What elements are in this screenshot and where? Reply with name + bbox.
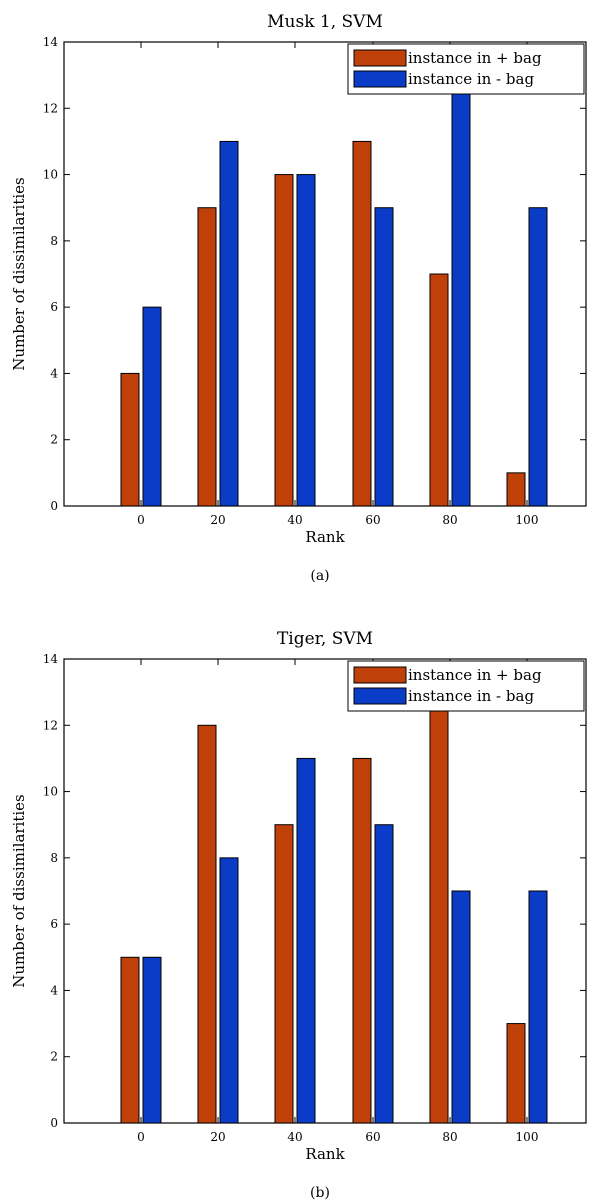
y-tick-label: 12: [43, 101, 58, 115]
y-tick-label: 2: [50, 433, 58, 447]
bar-negative-0: [142, 306, 162, 507]
bar-negative-100: [528, 890, 548, 1124]
legend-label-1: instance in - bag: [408, 70, 534, 88]
bar-positive-40: [274, 824, 294, 1124]
y-axis-label: Number of dissimilarities: [10, 177, 28, 371]
y-axis-label: Number of dissimilarities: [10, 794, 28, 988]
bar-negative-100: [528, 207, 548, 507]
bar-positive-0: [120, 956, 140, 1124]
plot-frame: [63, 658, 587, 1124]
bar-positive-60: [352, 140, 372, 507]
chart-panel-0: Musk 1, SVM 0 2 4 6 8 10 12 14 0 20 40 60 80 100 Rank Nu…: [10, 12, 587, 584]
bar-negative-60: [374, 824, 394, 1124]
bar-negative-0: [142, 956, 162, 1124]
bar-positive-60: [352, 757, 372, 1124]
chart-title: Tiger, SVM: [277, 629, 373, 649]
bar-positive-0: [120, 372, 140, 507]
bar-negative-60: [374, 207, 394, 507]
legend-swatch-1: [353, 70, 407, 88]
legend: instance in + bag instance in - bag: [347, 660, 585, 712]
x-tick-label: 80: [442, 513, 457, 527]
figure-caption: (b): [310, 1185, 330, 1201]
x-tick-label: 0: [137, 1130, 145, 1144]
chart-panel-1: Tiger, SVM 0 2 4 6 8 10 12 14 0 20 40 60 80 100 Rank Num…: [10, 629, 587, 1201]
bar-positive-20: [197, 207, 217, 507]
legend-swatch-0: [353, 49, 407, 67]
bar-positive-100: [506, 472, 526, 507]
bar-positive-20: [197, 724, 217, 1124]
y-tick-label: 14: [43, 35, 59, 49]
plot-frame: [63, 41, 587, 507]
y-tick-label: 6: [50, 300, 58, 314]
x-tick-label: 80: [442, 1130, 457, 1144]
legend: instance in + bag instance in - bag: [347, 43, 585, 95]
x-tick-label: 20: [210, 1130, 225, 1144]
x-axis-label: Rank: [305, 1145, 345, 1163]
bar-positive-80: [429, 273, 449, 507]
legend-label-0: instance in + bag: [408, 49, 542, 67]
x-tick-label: 60: [365, 513, 380, 527]
bar-negative-80: [451, 74, 471, 507]
y-tick-label: 8: [50, 234, 58, 248]
bar-negative-40: [296, 174, 316, 507]
x-tick-label: 0: [137, 513, 145, 527]
bar-positive-100: [506, 1023, 526, 1124]
legend-label-1: instance in - bag: [408, 687, 534, 705]
x-tick-label: 100: [516, 513, 539, 527]
chart-title: Musk 1, SVM: [267, 12, 383, 32]
y-tick-label: 8: [50, 851, 58, 865]
y-tick-label: 12: [43, 718, 58, 732]
bar-negative-20: [219, 857, 239, 1124]
bar-positive-40: [274, 174, 294, 507]
bar-positive-80: [429, 691, 449, 1124]
x-tick-label: 60: [365, 1130, 380, 1144]
y-tick-label: 2: [50, 1050, 58, 1064]
legend-swatch-1: [353, 687, 407, 705]
x-axis-label: Rank: [305, 528, 345, 546]
y-tick-label: 0: [50, 1116, 58, 1130]
y-tick-label: 6: [50, 917, 58, 931]
figure-caption: (a): [310, 568, 329, 584]
y-tick-label: 14: [43, 652, 59, 666]
y-tick-label: 4: [50, 366, 58, 380]
bar-negative-80: [451, 890, 471, 1124]
bar-negative-40: [296, 757, 316, 1124]
legend-swatch-0: [353, 666, 407, 684]
y-tick-label: 4: [50, 983, 58, 997]
y-tick-label: 10: [43, 168, 58, 182]
bar-negative-20: [219, 140, 239, 507]
y-tick-label: 0: [50, 499, 58, 513]
x-tick-label: 20: [210, 513, 225, 527]
x-tick-label: 100: [516, 1130, 539, 1144]
x-tick-label: 40: [287, 513, 302, 527]
y-tick-label: 10: [43, 785, 58, 799]
x-tick-label: 40: [287, 1130, 302, 1144]
legend-label-0: instance in + bag: [408, 666, 542, 684]
